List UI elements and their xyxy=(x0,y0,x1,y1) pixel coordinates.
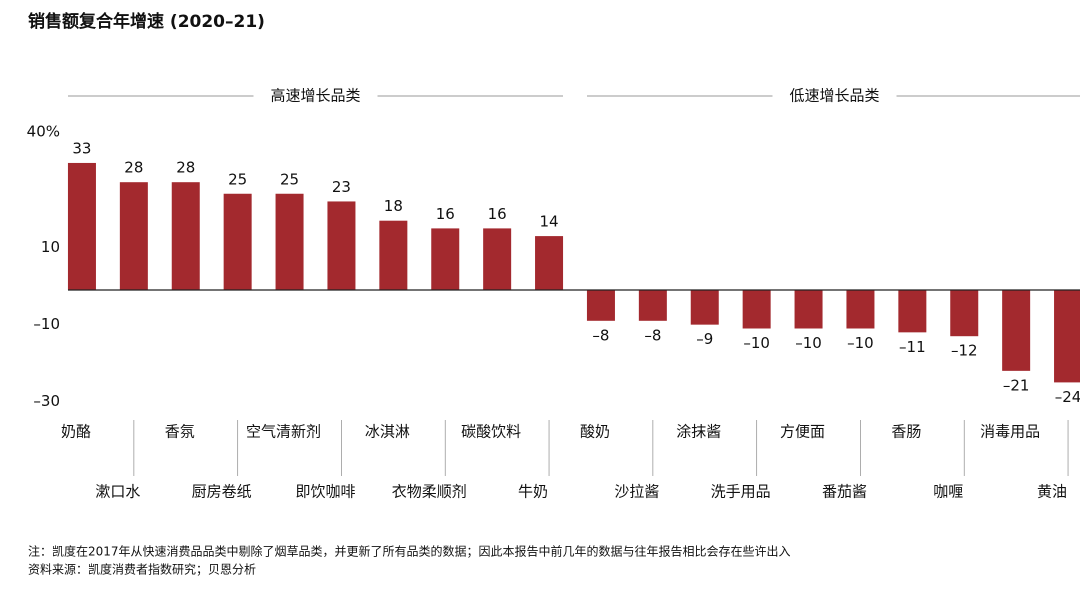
bar xyxy=(223,193,252,290)
bar xyxy=(794,290,823,329)
group-label: 低速增长品类 xyxy=(789,87,879,105)
x-tick-label: 香氛 xyxy=(165,423,195,441)
x-tick-label: 即饮咖啡 xyxy=(295,483,355,501)
value-label: –11 xyxy=(899,338,926,356)
x-tick-label: 冰淇淋 xyxy=(365,423,410,441)
value-label: –9 xyxy=(696,330,713,348)
value-label: –8 xyxy=(644,326,661,344)
y-tick-label: –30 xyxy=(33,392,60,410)
bar xyxy=(171,182,200,290)
bar xyxy=(431,228,460,290)
value-label: 25 xyxy=(280,170,299,188)
value-label: –8 xyxy=(592,326,609,344)
bar xyxy=(1054,290,1080,383)
bar xyxy=(950,290,979,337)
y-tick-label: –10 xyxy=(33,315,60,333)
bar xyxy=(898,290,927,333)
bar xyxy=(846,290,875,329)
value-label: –21 xyxy=(1003,376,1030,394)
x-tick-label: 牛奶 xyxy=(518,483,548,501)
bar xyxy=(67,162,96,290)
bar xyxy=(379,220,408,290)
value-label: 18 xyxy=(384,197,403,215)
bar xyxy=(742,290,771,329)
x-tick-label: 黄油 xyxy=(1037,483,1067,501)
value-label: 23 xyxy=(332,178,351,196)
value-label: 28 xyxy=(124,159,143,177)
source: 资料来源：凯度消费者指数研究；贝恩分析 xyxy=(28,562,256,577)
bar xyxy=(586,290,615,321)
value-label: –10 xyxy=(847,334,874,352)
x-tick-label: 洗手用品 xyxy=(711,483,771,501)
x-tick-label: 沙拉酱 xyxy=(614,483,659,501)
note: 注：凯度在2017年从快速消费品品类中剔除了烟草品类，并更新了所有品类的数据；因… xyxy=(28,544,791,559)
x-tick-label: 厨房卷纸 xyxy=(192,483,252,501)
value-label: –24 xyxy=(1055,388,1080,406)
value-label: 28 xyxy=(176,159,195,177)
bar xyxy=(1002,290,1031,371)
value-label: 16 xyxy=(488,205,507,223)
value-label: 25 xyxy=(228,170,247,188)
bar xyxy=(275,193,304,290)
bar xyxy=(327,201,356,290)
y-tick-label: 10 xyxy=(41,238,60,256)
bar xyxy=(690,290,719,325)
bar xyxy=(119,182,148,290)
bar xyxy=(535,236,564,290)
chart-title: 销售额复合年增速 (2020–21) xyxy=(28,11,265,32)
group-label: 高速增长品类 xyxy=(270,87,360,105)
value-label: 16 xyxy=(436,205,455,223)
x-tick-label: 空气清新剂 xyxy=(246,423,321,441)
x-tick-label: 衣物柔顺剂 xyxy=(392,483,467,501)
x-tick-label: 咖喱 xyxy=(933,483,963,501)
x-tick-label: 涂抹酱 xyxy=(676,423,721,441)
x-tick-label: 碳酸饮料 xyxy=(461,423,521,441)
bar xyxy=(483,228,512,290)
x-tick-label: 消毒用品 xyxy=(980,423,1040,441)
x-tick-label: 方便面 xyxy=(780,423,825,441)
value-label: –10 xyxy=(743,334,770,352)
x-tick-label: 漱口水 xyxy=(95,483,140,501)
value-label: –12 xyxy=(951,342,978,360)
x-tick-label: 奶酪 xyxy=(61,423,91,441)
x-tick-label: 酸奶 xyxy=(580,423,610,441)
x-tick-label: 香肠 xyxy=(891,423,921,441)
y-tick-label: 40% xyxy=(27,123,60,141)
value-label: 33 xyxy=(72,139,91,157)
x-tick-label: 番茄酱 xyxy=(822,483,867,501)
value-label: –10 xyxy=(795,334,822,352)
value-label: 14 xyxy=(540,213,559,231)
bar xyxy=(638,290,667,321)
